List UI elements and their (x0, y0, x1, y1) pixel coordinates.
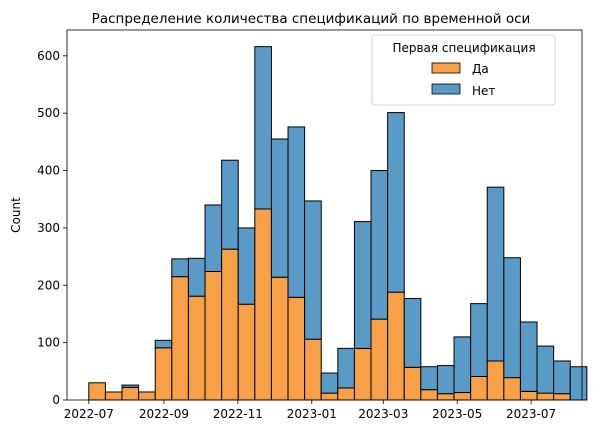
bar-da-11 (270, 276, 289, 401)
legend-label-net: Нет (472, 84, 495, 98)
bar-net-29 (569, 366, 588, 401)
bar-da-28 (553, 393, 571, 401)
bar-da-21 (436, 393, 455, 401)
bar-net-24 (486, 186, 505, 362)
y-tick-label: 300 (37, 221, 60, 235)
bar-da-26 (519, 390, 538, 401)
y-tick-label: 200 (37, 278, 60, 292)
legend-box (371, 34, 556, 106)
bar-da-3 (138, 391, 156, 401)
legend: Первая спецификация Да Нет (371, 34, 556, 106)
chart-title: Распределение количества спецификаций по… (92, 11, 531, 27)
bar-net-18 (387, 112, 405, 293)
bar-da-4 (154, 347, 173, 401)
bar-da-0 (88, 382, 106, 401)
bar-net-8 (221, 159, 239, 250)
x-tick-label: 2022-07 (64, 407, 114, 421)
bar-net-9 (237, 227, 256, 305)
bar-da-18 (387, 291, 405, 401)
bar-net-21 (436, 365, 455, 395)
bar-da-22 (453, 392, 472, 401)
bar-net-6 (187, 257, 206, 297)
bar-da-15 (337, 387, 355, 401)
y-tick-label: 500 (37, 106, 60, 120)
x-tick-label: 2023-05 (432, 407, 482, 421)
bar-net-10 (254, 46, 272, 210)
bar-net-26 (519, 321, 538, 392)
bar-da-20 (420, 389, 438, 401)
bar-net-25 (503, 257, 521, 379)
bar-net-17 (370, 170, 389, 320)
bar-da-19 (403, 366, 422, 401)
x-tick-label: 2022-09 (139, 407, 189, 421)
x-axis-ticks: 2022-07 2022-09 2022-11 2023-01 2023-03 2023-… (64, 400, 556, 421)
y-tick-label: 400 (37, 164, 60, 178)
bar-da-7 (204, 271, 223, 401)
bar-net-19 (403, 297, 422, 368)
y-axis-ticks: 0 100 200 300 400 500 600 (37, 49, 67, 407)
bar-net-7 (204, 204, 223, 273)
y-axis-label: Count (9, 197, 23, 233)
bar-net-12 (287, 126, 306, 298)
bar-da-2 (121, 386, 140, 401)
legend-swatch-net (431, 83, 461, 95)
bar-net-2 (121, 384, 140, 388)
bar-net-4 (154, 339, 173, 349)
bar-da-14 (320, 392, 339, 401)
bar-da-10 (254, 208, 272, 401)
bar-da-24 (486, 360, 505, 401)
bar-net-23 (470, 303, 488, 377)
bar-da-8 (221, 248, 239, 401)
bar-da-6 (187, 295, 206, 401)
bar-da-9 (237, 303, 256, 401)
bar-net-14 (320, 372, 339, 394)
bar-da-27 (536, 392, 555, 401)
bar-net-16 (353, 221, 372, 349)
x-tick-label: 2023-01 (287, 407, 337, 421)
bar-da-16 (353, 347, 372, 401)
bar-da-5 (171, 276, 189, 401)
bar-net-11 (270, 138, 289, 278)
bar-da-23 (470, 375, 488, 401)
bar-net-5 (171, 258, 189, 278)
bar-net-22 (453, 336, 472, 394)
x-tick-label: 2022-11 (213, 407, 263, 421)
legend-swatch-da (431, 62, 461, 74)
bar-net-27 (536, 345, 555, 394)
bar-da-25 (503, 377, 521, 401)
bar-net-20 (420, 366, 438, 391)
x-tick-label: 2023-03 (358, 407, 408, 421)
bar-net-15 (337, 347, 355, 389)
y-tick-label: 600 (37, 49, 60, 63)
bar-net-13 (304, 200, 322, 340)
x-tick-label: 2023-07 (506, 407, 556, 421)
legend-label-da: Да (472, 62, 489, 76)
bar-da-17 (370, 318, 389, 401)
bar-da-12 (287, 296, 306, 401)
bar-da-1 (104, 391, 123, 401)
bar-net-28 (553, 360, 571, 395)
y-tick-label: 0 (52, 393, 60, 407)
plot-frame (66, 29, 583, 401)
legend-title: Первая спецификация (392, 41, 535, 55)
y-tick-label: 100 (37, 336, 60, 350)
bar-da-13 (304, 338, 322, 401)
